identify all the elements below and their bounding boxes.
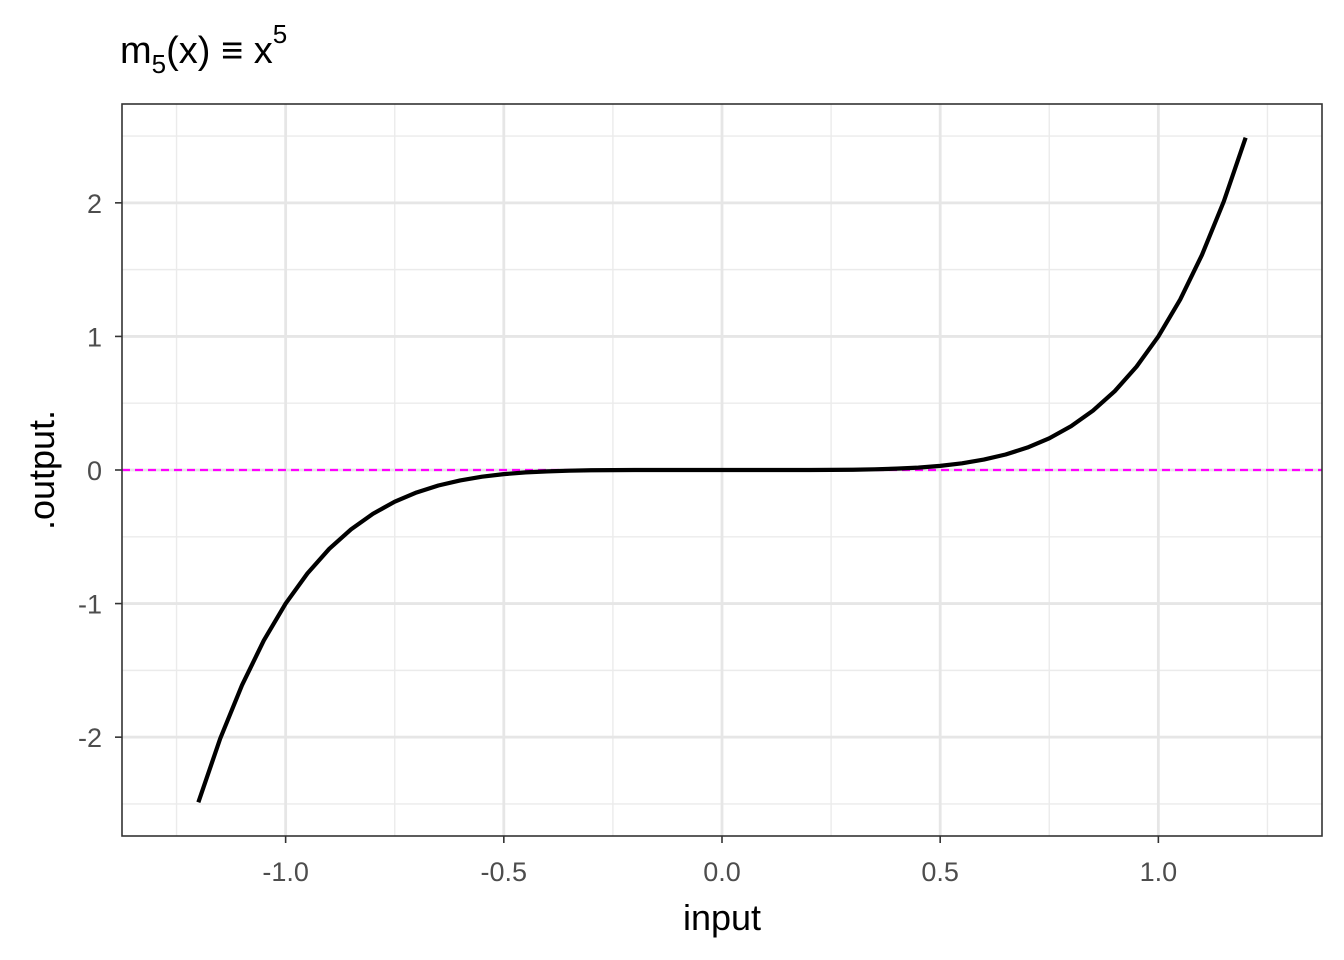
x-axis-title: input	[683, 897, 761, 938]
series-layer	[196, 136, 1248, 804]
y-tick-label-1: -1	[78, 590, 102, 620]
y-axis-title: .output.	[21, 410, 62, 530]
y-tick-label-4: 2	[87, 189, 102, 219]
x-tick-label-1: -0.5	[481, 857, 528, 887]
x-tick-label-0: -1.0	[262, 857, 309, 887]
title-subscript: 5	[152, 49, 166, 79]
series-line-0	[196, 136, 1248, 804]
y-tick-label-2: 0	[87, 456, 102, 486]
title-superscript: 5	[273, 19, 287, 49]
x-tick-label-4: 1.0	[1140, 857, 1178, 887]
title-middle: (x) ≡ x	[166, 30, 273, 72]
chart-title: m5(x) ≡ x5	[120, 19, 287, 79]
y-tick-label-0: -2	[78, 723, 102, 753]
y-axis: -2 -1 0 1 2	[78, 189, 122, 753]
x-tick-label-2: 0.0	[703, 857, 741, 887]
title-base: m	[120, 30, 152, 72]
x-axis: -1.0 -0.5 0.0 0.5 1.0	[262, 836, 1177, 887]
x-tick-label-3: 0.5	[921, 857, 959, 887]
y-tick-label-3: 1	[87, 322, 102, 352]
